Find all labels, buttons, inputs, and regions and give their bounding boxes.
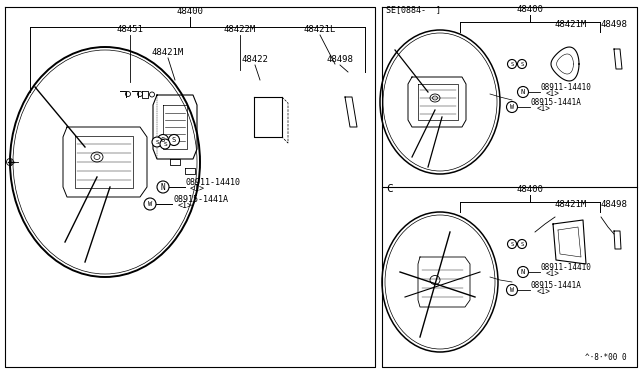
Text: 08915-1441A: 08915-1441A — [173, 195, 228, 204]
Text: <1>: <1> — [546, 269, 560, 278]
Circle shape — [508, 60, 516, 68]
Text: 48421M: 48421M — [555, 20, 588, 29]
Circle shape — [157, 181, 169, 193]
Text: S: S — [161, 137, 165, 143]
Circle shape — [160, 139, 170, 149]
Text: 48422M: 48422M — [224, 25, 256, 34]
Circle shape — [152, 137, 162, 147]
Circle shape — [157, 135, 168, 145]
Text: <1>: <1> — [177, 201, 193, 210]
Text: 48498: 48498 — [326, 55, 353, 64]
Text: 08915-1441A: 08915-1441A — [531, 98, 582, 107]
Text: W: W — [510, 104, 514, 110]
Text: 08915-1441A: 08915-1441A — [531, 281, 582, 290]
Text: 48421L: 48421L — [304, 25, 336, 34]
Text: 48421M: 48421M — [555, 200, 588, 209]
Text: C: C — [386, 184, 393, 194]
Text: S: S — [155, 140, 159, 144]
Circle shape — [506, 102, 518, 112]
Text: 48400: 48400 — [516, 185, 543, 194]
Text: 48498: 48498 — [601, 200, 628, 209]
Text: 48421M: 48421M — [152, 48, 184, 57]
Circle shape — [508, 240, 516, 248]
Text: 08911-14410: 08911-14410 — [541, 83, 592, 92]
Text: W: W — [148, 201, 152, 207]
Text: N: N — [161, 183, 165, 192]
Text: S: S — [520, 61, 524, 67]
Text: S: S — [172, 137, 176, 143]
Circle shape — [144, 198, 156, 210]
Text: 48400: 48400 — [177, 7, 204, 16]
Text: ^·8·*00 0: ^·8·*00 0 — [585, 353, 627, 362]
Text: 08911-14410: 08911-14410 — [541, 263, 592, 272]
Text: S: S — [163, 141, 167, 147]
Text: 48400: 48400 — [516, 5, 543, 14]
Text: W: W — [510, 287, 514, 293]
Circle shape — [168, 135, 179, 145]
Text: N: N — [521, 89, 525, 95]
Circle shape — [518, 60, 527, 68]
Text: <1>: <1> — [189, 184, 205, 193]
Text: S: S — [510, 241, 514, 247]
Text: S: S — [520, 241, 524, 247]
Text: N: N — [521, 269, 525, 275]
Circle shape — [506, 285, 518, 295]
Text: 48498: 48498 — [601, 20, 628, 29]
Text: 48422: 48422 — [241, 55, 268, 64]
Circle shape — [518, 87, 529, 97]
Circle shape — [518, 240, 527, 248]
Text: <1>: <1> — [546, 89, 560, 98]
Text: S: S — [510, 61, 514, 67]
Circle shape — [518, 266, 529, 278]
Text: SE[0884-  ]: SE[0884- ] — [386, 5, 441, 14]
Text: <1>: <1> — [537, 287, 551, 296]
Text: <1>: <1> — [537, 104, 551, 113]
Text: 08911-14410: 08911-14410 — [186, 178, 241, 187]
Text: 48451: 48451 — [116, 25, 143, 34]
